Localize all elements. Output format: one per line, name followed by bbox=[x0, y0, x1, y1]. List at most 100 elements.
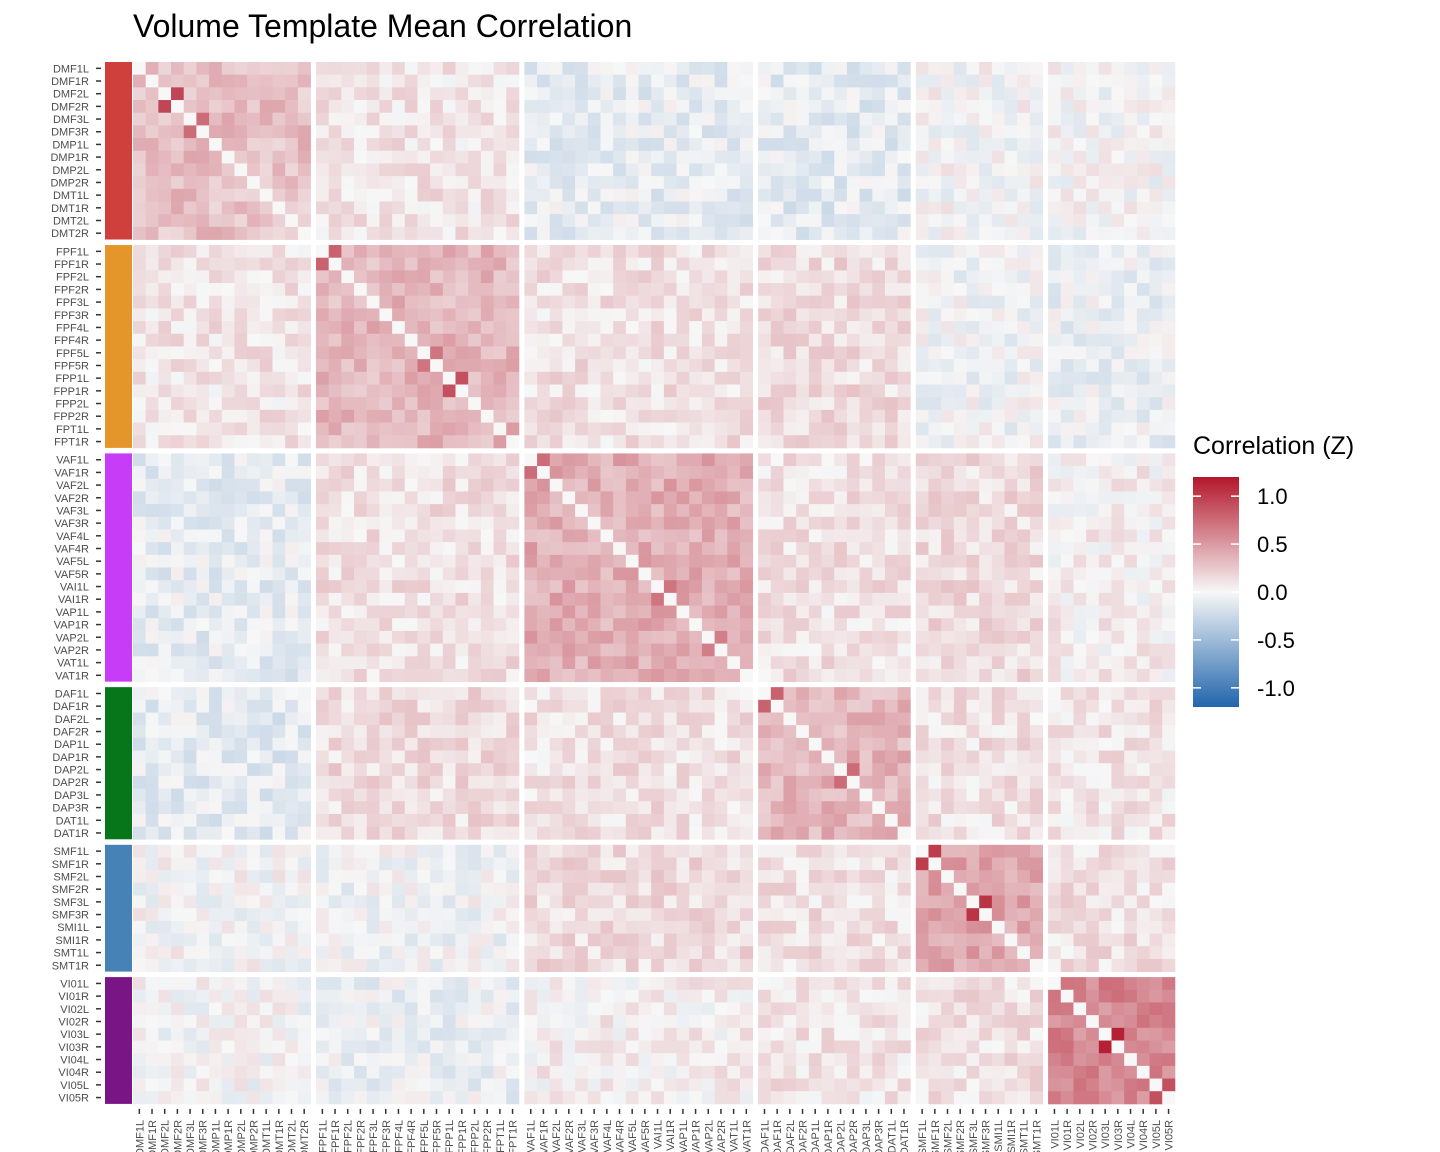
heatmap-cell bbox=[328, 163, 342, 177]
heatmap-cell bbox=[455, 763, 469, 777]
heatmap-cell bbox=[928, 567, 942, 581]
heatmap-cell bbox=[549, 656, 563, 670]
heatmap-cell bbox=[575, 257, 589, 271]
heatmap-cell bbox=[285, 826, 299, 840]
heatmap-cell bbox=[537, 763, 551, 777]
heatmap-cell bbox=[1086, 516, 1100, 530]
heatmap-cell bbox=[714, 409, 728, 423]
heatmap-cell bbox=[966, 214, 980, 228]
heatmap-cell bbox=[1086, 125, 1100, 139]
heatmap-cell bbox=[442, 257, 456, 271]
heatmap-cell bbox=[221, 857, 235, 871]
heatmap-cell bbox=[897, 491, 911, 505]
heatmap-cell bbox=[1004, 567, 1018, 581]
heatmap-cell bbox=[991, 226, 1005, 240]
heatmap-cell bbox=[1149, 150, 1163, 164]
heatmap-cell bbox=[651, 397, 665, 411]
heatmap-cell bbox=[1111, 737, 1125, 751]
heatmap-cell bbox=[1149, 567, 1163, 581]
heatmap-cell bbox=[247, 618, 261, 632]
heatmap-cell bbox=[966, 656, 980, 670]
heatmap-cell bbox=[953, 87, 967, 101]
heatmap-cell bbox=[859, 371, 873, 385]
heatmap-cell bbox=[1029, 605, 1043, 619]
heatmap-cell bbox=[341, 245, 355, 259]
heatmap-cell bbox=[689, 409, 703, 423]
heatmap-cell bbox=[455, 150, 469, 164]
heatmap-cell bbox=[341, 491, 355, 505]
heatmap-cell bbox=[537, 74, 551, 88]
heatmap-cell bbox=[1136, 737, 1150, 751]
heatmap-cell bbox=[739, 308, 754, 322]
heatmap-cell bbox=[209, 295, 223, 309]
heatmap-cell bbox=[133, 453, 147, 467]
heatmap-cell bbox=[953, 435, 967, 449]
heatmap-cell bbox=[316, 668, 330, 683]
heatmap-cell bbox=[727, 422, 741, 436]
heatmap-cell bbox=[455, 453, 469, 467]
heatmap-cell bbox=[821, 308, 835, 322]
heatmap-cell bbox=[846, 844, 860, 858]
heatmap-cell bbox=[600, 62, 614, 76]
heatmap-cell bbox=[1017, 750, 1031, 764]
heatmap-cell bbox=[1073, 788, 1087, 802]
heatmap-cell bbox=[783, 478, 797, 492]
heatmap-cell bbox=[587, 643, 601, 657]
heatmap-cell bbox=[354, 359, 368, 373]
heatmap-cell bbox=[1017, 321, 1031, 335]
heatmap-cell bbox=[341, 775, 355, 789]
heatmap-cell bbox=[417, 737, 431, 751]
heatmap-cell bbox=[145, 188, 159, 202]
heatmap-cell bbox=[379, 466, 393, 480]
heatmap-cell bbox=[442, 801, 456, 815]
heatmap-cell bbox=[651, 763, 665, 777]
heatmap-cell bbox=[739, 371, 754, 385]
heatmap-cell bbox=[468, 435, 482, 449]
heatmap-cell bbox=[846, 295, 860, 309]
heatmap-cell bbox=[808, 630, 822, 644]
heatmap-cell bbox=[941, 643, 955, 657]
heatmap-cell bbox=[1004, 857, 1018, 871]
heatmap-cell bbox=[537, 478, 551, 492]
heatmap-cell bbox=[714, 478, 728, 492]
heatmap-cell bbox=[1073, 112, 1087, 126]
heatmap-cell bbox=[221, 257, 235, 271]
heatmap-cell bbox=[1098, 630, 1112, 644]
heatmap-cell bbox=[1017, 346, 1031, 360]
heatmap-cell bbox=[1017, 567, 1031, 581]
heatmap-cell bbox=[1017, 725, 1031, 739]
heatmap-cell bbox=[562, 283, 576, 297]
heatmap-cell bbox=[834, 857, 848, 871]
heatmap-cell bbox=[354, 384, 368, 398]
heatmap-cell bbox=[587, 176, 601, 190]
heatmap-cell bbox=[455, 656, 469, 670]
heatmap-cell bbox=[770, 359, 784, 373]
heatmap-cell bbox=[783, 371, 797, 385]
heatmap-cell bbox=[297, 870, 311, 884]
heatmap-cell bbox=[417, 775, 431, 789]
heatmap-cell bbox=[549, 605, 563, 619]
heatmap-cell bbox=[587, 737, 601, 751]
heatmap-cell bbox=[196, 844, 210, 858]
heatmap-cell bbox=[549, 737, 563, 751]
heatmap-cell bbox=[701, 605, 715, 619]
heatmap-cell bbox=[209, 826, 223, 840]
heatmap-cell bbox=[562, 618, 576, 632]
heatmap-cell bbox=[285, 478, 299, 492]
heatmap-cell bbox=[442, 567, 456, 581]
heatmap-cell bbox=[417, 112, 431, 126]
heatmap-cell bbox=[171, 844, 185, 858]
heatmap-cell bbox=[638, 150, 652, 164]
heatmap-cell bbox=[1162, 371, 1176, 385]
heatmap-cell bbox=[638, 478, 652, 492]
heatmap-cell bbox=[1017, 226, 1031, 240]
heatmap-cell bbox=[297, 226, 311, 240]
heatmap-cell bbox=[537, 176, 551, 190]
heatmap-cell bbox=[272, 257, 286, 271]
heatmap-cell bbox=[480, 656, 494, 670]
heatmap-cell bbox=[316, 138, 330, 152]
heatmap-cell bbox=[676, 371, 690, 385]
heatmap-cell bbox=[272, 750, 286, 764]
heatmap-cell bbox=[183, 725, 197, 739]
heatmap-cell bbox=[506, 100, 520, 114]
